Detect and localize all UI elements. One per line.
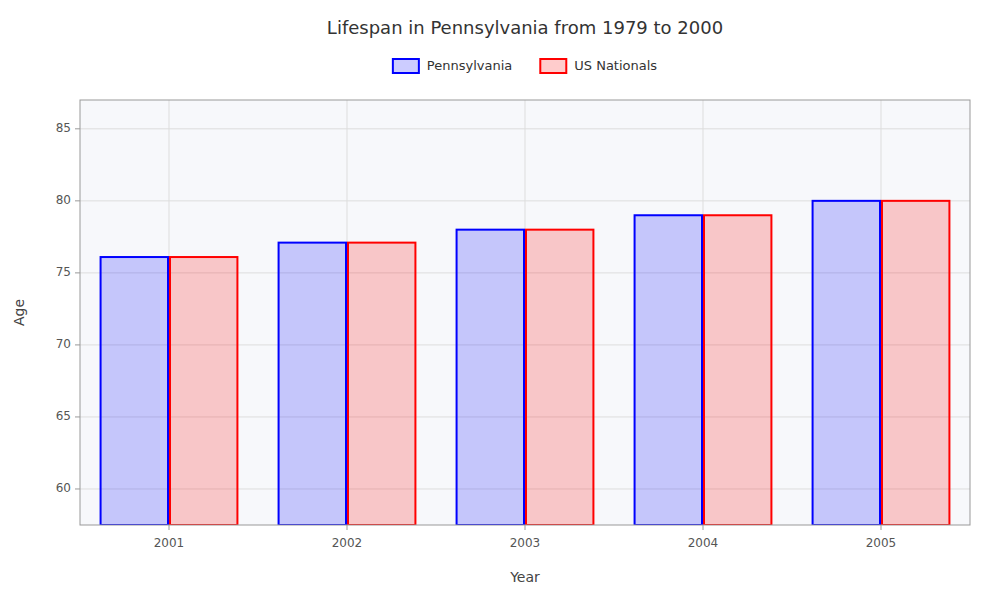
legend-item: US Nationals	[540, 58, 657, 74]
plot-background	[80, 100, 970, 525]
x-tick	[881, 525, 882, 530]
y-tick	[75, 344, 80, 345]
y-axis-label: Age	[11, 299, 27, 326]
chart-container: 60 65 70 75 80 85 2001 2002 2003 2004 2005 Year Age L…	[0, 0, 1000, 600]
legend-item: Pennsylvania	[393, 58, 512, 74]
chart-title: Lifespan in Pennsylvania from 1979 to 20…	[327, 17, 723, 38]
y-tick	[75, 128, 80, 129]
y-axis: 60 65 70 75 80 85	[56, 121, 80, 495]
bar	[704, 215, 771, 525]
y-tick-label: 70	[56, 337, 71, 351]
x-tick-label: 2003	[510, 536, 541, 550]
bar	[526, 230, 593, 525]
bar	[882, 201, 949, 525]
plot-frame	[80, 100, 970, 525]
legend-swatch	[540, 59, 566, 73]
legend-label: Pennsylvania	[427, 58, 512, 73]
y-tick	[75, 272, 80, 273]
bar	[635, 215, 702, 525]
bar	[279, 243, 346, 525]
bar	[457, 230, 524, 525]
x-tick-label: 2001	[154, 536, 185, 550]
x-tick	[703, 525, 704, 530]
x-axis-label: Year	[509, 569, 540, 585]
y-tick	[75, 200, 80, 201]
x-tick-label: 2005	[866, 536, 897, 550]
legend-swatch	[393, 59, 419, 73]
x-tick-label: 2002	[332, 536, 363, 550]
bar	[170, 257, 237, 525]
bars	[101, 201, 950, 525]
chart-svg: 60 65 70 75 80 85 2001 2002 2003 2004 2005 Year Age L…	[0, 0, 1000, 600]
x-tick	[169, 525, 170, 530]
legend: Pennsylvania US Nationals	[393, 58, 657, 74]
y-tick	[75, 416, 80, 417]
x-tick	[525, 525, 526, 530]
x-tick-label: 2004	[688, 536, 719, 550]
bar	[101, 257, 168, 525]
x-axis: 2001 2002 2003 2004 2005	[154, 525, 897, 550]
y-tick-label: 85	[56, 121, 71, 135]
x-tick	[347, 525, 348, 530]
y-tick-label: 80	[56, 193, 71, 207]
y-tick	[75, 488, 80, 489]
bar	[813, 201, 880, 525]
legend-label: US Nationals	[574, 58, 657, 73]
y-tick-label: 60	[56, 481, 71, 495]
y-tick-label: 65	[56, 409, 71, 423]
grid	[80, 100, 970, 525]
y-tick-label: 75	[56, 265, 71, 279]
bar	[348, 243, 415, 525]
